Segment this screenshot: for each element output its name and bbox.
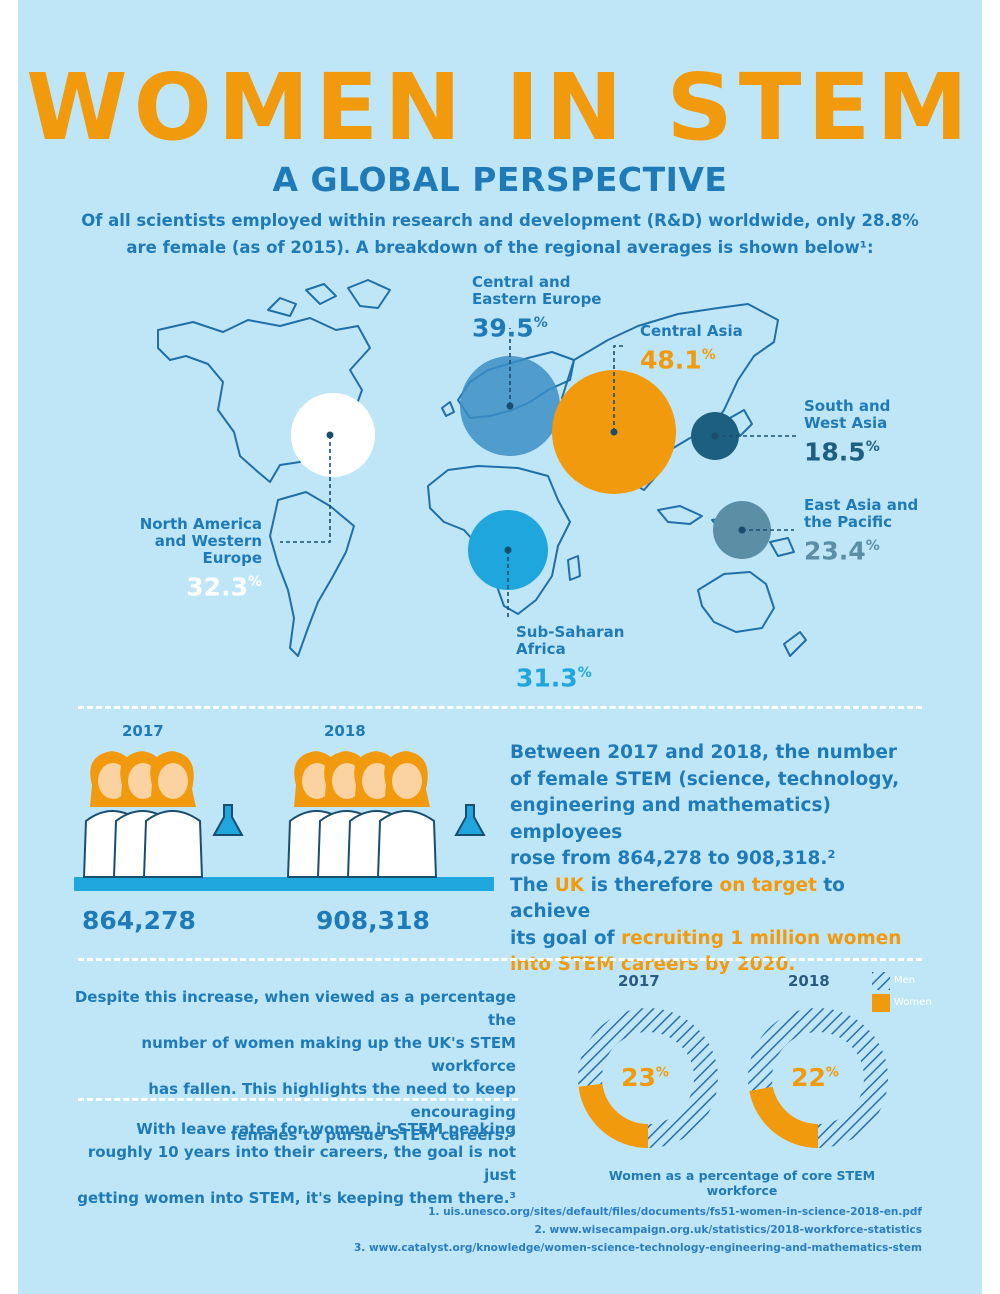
donut-value-2017: 23%	[621, 1063, 669, 1092]
text-line: roughly 10 years into their careers, the…	[87, 1143, 516, 1184]
region-value: 48.1%	[640, 345, 716, 375]
section-divider	[78, 706, 922, 709]
para-line: engineering and mathematics) employees	[510, 795, 831, 843]
text-line: With leave rates for women in STEM peaki…	[136, 1120, 516, 1138]
para-line: The UK is therefore on target to achieve	[510, 874, 845, 923]
region-north-america-western-europe: North America and Western Europe 32.3%	[110, 516, 262, 602]
text-line: getting women into STEM, it's keeping th…	[77, 1189, 516, 1207]
donut-slice-women-2018	[749, 1086, 818, 1148]
flask-2017	[212, 804, 244, 836]
donut-slice-women-2017	[578, 1083, 648, 1148]
main-title: WOMEN IN STEM	[26, 54, 974, 161]
count-2017: 864,278	[82, 906, 196, 935]
region-name: South and West Asia	[804, 397, 891, 432]
region-value: 31.3%	[516, 663, 592, 693]
legend-men-swatch	[872, 972, 890, 990]
text-line: has fallen. This highlights the need to …	[148, 1080, 516, 1121]
intro-text: Of all scientists employed within resear…	[81, 211, 919, 257]
region-value: 39.5%	[472, 313, 548, 343]
text-line: Despite this increase, when viewed as a …	[74, 988, 516, 1029]
scientist-figure	[376, 751, 438, 878]
scientists-illustration	[74, 751, 494, 891]
year-2017-label: 2017	[122, 722, 164, 740]
donut-charts	[578, 1008, 888, 1148]
donut-value-2018: 22%	[791, 1063, 839, 1092]
count-2018: 908,318	[316, 906, 430, 935]
region-value: 32.3%	[186, 572, 262, 602]
region-central-eastern-europe: Central and Eastern Europe 39.5%	[472, 274, 622, 343]
section-divider	[78, 958, 922, 961]
year-2018-label: 2018	[324, 722, 366, 740]
reference-3[interactable]: 3. www.catalyst.org/knowledge/women-scie…	[354, 1242, 922, 1254]
para-line: rose from 864,278 to 908,318.²	[510, 848, 836, 869]
donut-year-2018: 2018	[788, 972, 830, 990]
donut-year-2017: 2017	[618, 972, 660, 990]
text-line: females to pursue STEM careers.³	[230, 1126, 516, 1144]
reference-2[interactable]: 2. www.wisecampaign.org.uk/statistics/20…	[534, 1224, 922, 1236]
para-line: of female STEM (science, technology,	[510, 768, 900, 790]
subtitle: A GLOBAL PERSPECTIVE	[272, 160, 728, 199]
donut-caption: Women as a percentage of core STEM workf…	[608, 1168, 876, 1198]
region-name: East Asia and the Pacific	[804, 496, 919, 531]
donut-slice-men-2017	[578, 1008, 718, 1148]
para-line: Between 2017 and 2018, the number	[510, 742, 898, 763]
region-east-asia-pacific: East Asia and the Pacific 23.4%	[804, 497, 924, 566]
references: 1. uis.unesco.org/sites/default/files/do…	[354, 1203, 922, 1257]
infographic-poster: WOMEN IN STEM A GLOBAL PERSPECTIVE Of al…	[18, 0, 982, 1294]
region-name: Sub-Saharan Africa	[516, 623, 625, 658]
region-sub-saharan-africa: Sub-Saharan Africa 31.3%	[516, 624, 626, 693]
legend-men-label: Men	[894, 975, 916, 986]
flask-2018	[454, 804, 486, 836]
legend-women-swatch	[872, 994, 890, 1012]
para-line: into STEM careers by 2020.	[510, 954, 796, 975]
donut-slice-men-2018	[748, 1008, 888, 1148]
region-central-asia: Central Asia 48.1%	[640, 323, 760, 375]
region-bubbles	[280, 328, 798, 620]
legend-women-label: Women	[894, 997, 932, 1008]
region-name: Central and Eastern Europe	[472, 273, 602, 308]
region-name: North America and Western Europe	[139, 515, 262, 567]
para-line: its goal of recruiting 1 million women	[510, 927, 902, 949]
scientist-figure	[142, 751, 204, 878]
section-divider	[78, 1098, 518, 1101]
region-name: Central Asia	[640, 322, 743, 340]
region-south-west-asia: South and West Asia 18.5%	[804, 398, 914, 467]
reference-1[interactable]: 1. uis.unesco.org/sites/default/files/do…	[428, 1206, 922, 1218]
region-value: 23.4%	[804, 536, 880, 566]
workforce-paragraph: Between 2017 and 2018, the number of fem…	[510, 740, 930, 979]
text-line: number of women making up the UK's STEM …	[141, 1034, 516, 1075]
decline-text: Despite this increase, when viewed as a …	[58, 986, 516, 1147]
leave-rates-text: With leave rates for women in STEM peaki…	[58, 1118, 516, 1210]
region-value: 18.5%	[804, 437, 880, 467]
